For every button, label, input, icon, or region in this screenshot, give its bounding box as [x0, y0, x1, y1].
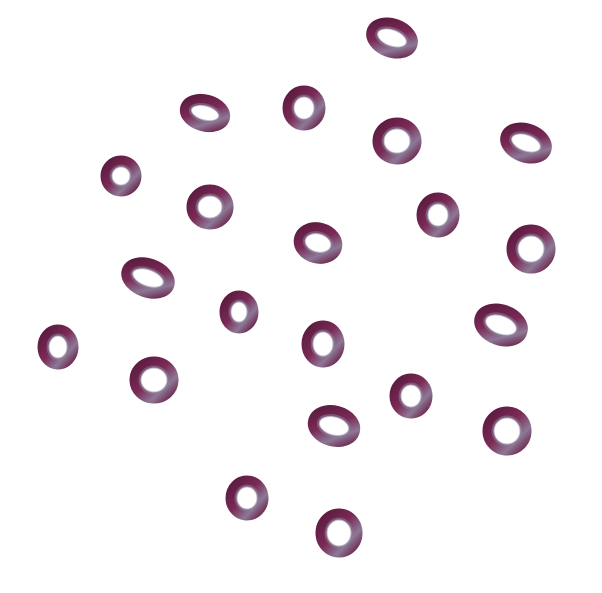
ring [500, 122, 552, 164]
ring [186, 184, 234, 230]
ring [315, 508, 363, 558]
ring [37, 324, 79, 370]
ring [416, 192, 460, 238]
ring [301, 320, 345, 368]
ring [372, 117, 422, 165]
ring [474, 303, 528, 347]
ring [389, 373, 433, 419]
ring [366, 17, 418, 59]
ring [307, 405, 361, 447]
ring [506, 224, 556, 274]
ring [179, 93, 231, 133]
ring [121, 257, 175, 299]
ring [219, 290, 259, 334]
rings [37, 17, 556, 558]
ring [129, 356, 179, 404]
ring [482, 406, 532, 456]
ring [293, 222, 343, 264]
ring [225, 475, 269, 521]
ring [100, 155, 142, 197]
ring [282, 85, 326, 131]
